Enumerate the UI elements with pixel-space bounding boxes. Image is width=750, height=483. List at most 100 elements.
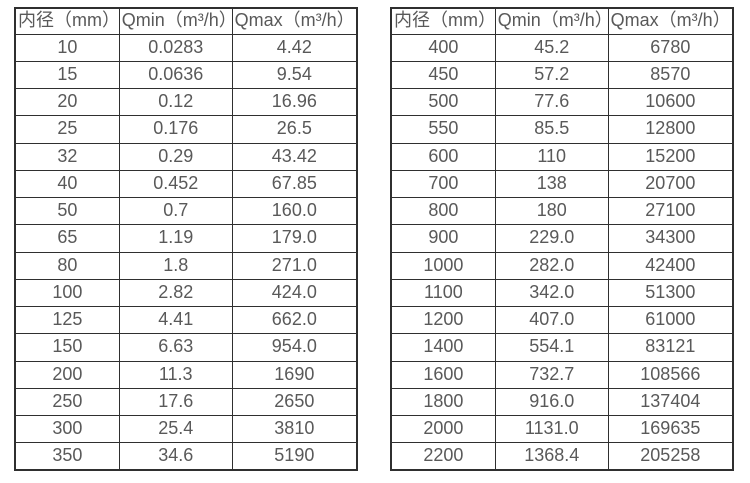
table-cell: 0.7 <box>118 196 233 226</box>
table-cell: 61000 <box>607 305 734 335</box>
header-row: 内径（mm） Qmin（m³/h） Qmax（m³/h） <box>14 7 358 35</box>
table-cell: 26.5 <box>231 115 358 144</box>
table-cell: 10 <box>14 33 120 62</box>
table-cell: 80 <box>14 251 120 280</box>
table-cell: 180 <box>494 196 609 226</box>
table-cell: 1690 <box>231 360 358 389</box>
table-cell: 0.29 <box>118 142 233 171</box>
table-cell: 3810 <box>231 414 358 444</box>
table-cell: 0.12 <box>118 87 233 117</box>
table-cell: 0.176 <box>118 115 233 144</box>
table-cell: 205258 <box>607 442 734 471</box>
table-cell: 4.42 <box>231 33 358 62</box>
table-cell: 450 <box>390 60 496 90</box>
table-row: 20 0.12 16.96 <box>14 87 358 117</box>
flow-rate-table-small-diameters: 内径（mm） Qmin（m³/h） Qmax（m³/h） 10 0.0283 4.42 1… <box>14 7 358 471</box>
table-row: 40 0.452 67.85 <box>14 169 358 199</box>
table-cell: 1.19 <box>118 224 233 253</box>
table-row: 50 0.7 160.0 <box>14 196 358 226</box>
table-cell: 50 <box>14 196 120 226</box>
table-cell: 1000 <box>390 251 496 280</box>
table-cell: 16.96 <box>231 87 358 117</box>
table-cell: 282.0 <box>494 251 609 280</box>
table-cell: 350 <box>14 442 120 471</box>
table-cell: 1131.0 <box>494 414 609 444</box>
table-cell: 300 <box>14 414 120 444</box>
table-cell: 1400 <box>390 333 496 362</box>
table-cell: 1800 <box>390 387 496 417</box>
table-cell: 25.4 <box>118 414 233 444</box>
table-cell: 250 <box>14 387 120 417</box>
table-row: 500 77.6 10600 <box>390 87 734 117</box>
table-cell: 17.6 <box>118 387 233 417</box>
table-cell: 42400 <box>607 251 734 280</box>
table-cell: 83121 <box>607 333 734 362</box>
table-cell: 34.6 <box>118 442 233 471</box>
table-cell: 43.42 <box>231 142 358 171</box>
table-cell: 45.2 <box>494 33 609 62</box>
table-row: 80 1.8 271.0 <box>14 251 358 280</box>
table-cell: 5190 <box>231 442 358 471</box>
table-cell: 407.0 <box>494 305 609 335</box>
table-row: 200 11.3 1690 <box>14 360 358 389</box>
table-cell: 137404 <box>607 387 734 417</box>
table-cell: 65 <box>14 224 120 253</box>
table-row: 550 85.5 12800 <box>390 115 734 144</box>
table-cell: 2000 <box>390 414 496 444</box>
table-cell: 51300 <box>607 278 734 308</box>
table-cell: 916.0 <box>494 387 609 417</box>
table-cell: 8570 <box>607 60 734 90</box>
column-header: 内径（mm） <box>14 7 120 35</box>
table-cell: 110 <box>494 142 609 171</box>
table-cell: 732.7 <box>494 360 609 389</box>
table-cell: 954.0 <box>231 333 358 362</box>
table-row: 100 2.82 424.0 <box>14 278 358 308</box>
table-cell: 34300 <box>607 224 734 253</box>
table-cell: 2650 <box>231 387 358 417</box>
table-cell: 0.452 <box>118 169 233 199</box>
table-cell: 15 <box>14 60 120 90</box>
table-cell: 67.85 <box>231 169 358 199</box>
table-cell: 9.54 <box>231 60 358 90</box>
table-cell: 169635 <box>607 414 734 444</box>
table-row: 65 1.19 179.0 <box>14 224 358 253</box>
table-cell: 342.0 <box>494 278 609 308</box>
table-cell: 10600 <box>607 87 734 117</box>
table-row: 350 34.6 5190 <box>14 442 358 471</box>
table-row: 10 0.0283 4.42 <box>14 33 358 62</box>
table-cell: 27100 <box>607 196 734 226</box>
table-cell: 100 <box>14 278 120 308</box>
table-cell: 1600 <box>390 360 496 389</box>
table-cell: 600 <box>390 142 496 171</box>
table-cell: 1200 <box>390 305 496 335</box>
table-cell: 138 <box>494 169 609 199</box>
table-cell: 662.0 <box>231 305 358 335</box>
table-row: 700 138 20700 <box>390 169 734 199</box>
table-cell: 0.0636 <box>118 60 233 90</box>
table-row: 450 57.2 8570 <box>390 60 734 90</box>
table-row: 1800 916.0 137404 <box>390 387 734 417</box>
table-cell: 85.5 <box>494 115 609 144</box>
table-cell: 900 <box>390 224 496 253</box>
table-cell: 2200 <box>390 442 496 471</box>
table-cell: 271.0 <box>231 251 358 280</box>
table-cell: 200 <box>14 360 120 389</box>
table-cell: 125 <box>14 305 120 335</box>
table-row: 1600 732.7 108566 <box>390 360 734 389</box>
table-row: 1400 554.1 83121 <box>390 333 734 362</box>
table-cell: 1.8 <box>118 251 233 280</box>
table-row: 250 17.6 2650 <box>14 387 358 417</box>
table-cell: 1100 <box>390 278 496 308</box>
table-cell: 160.0 <box>231 196 358 226</box>
table-cell: 150 <box>14 333 120 362</box>
table-row: 800 180 27100 <box>390 196 734 226</box>
table-cell: 424.0 <box>231 278 358 308</box>
table-cell: 800 <box>390 196 496 226</box>
column-header: Qmin（m³/h） <box>118 7 233 35</box>
column-header: 内径（mm） <box>390 7 496 35</box>
table-cell: 554.1 <box>494 333 609 362</box>
table-cell: 15200 <box>607 142 734 171</box>
table-row: 32 0.29 43.42 <box>14 142 358 171</box>
table-cell: 700 <box>390 169 496 199</box>
